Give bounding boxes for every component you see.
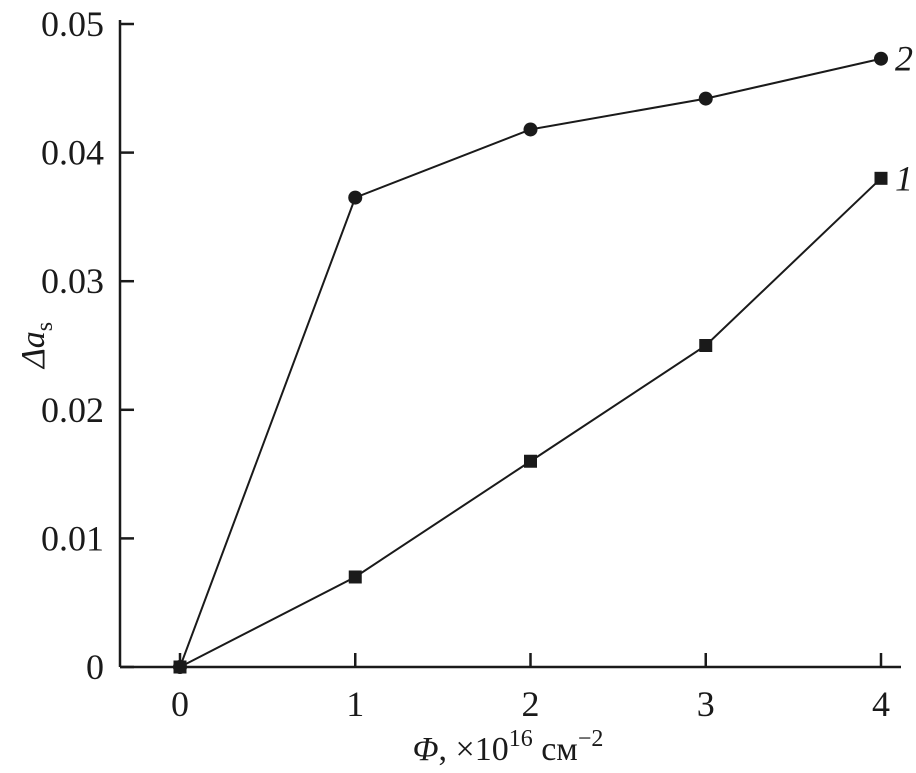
- series-1-label: 1: [895, 158, 913, 198]
- y-tick-label: 0.05: [41, 4, 104, 44]
- y-tick-label: 0.03: [41, 261, 104, 301]
- y-tick-label: 0: [86, 647, 104, 687]
- x-tick-label: 4: [872, 684, 890, 724]
- y-tick-label: 0.04: [41, 133, 104, 173]
- series-1-line: [179, 177, 882, 668]
- series-2-point: [874, 51, 888, 66]
- x-tick-label: 2: [522, 684, 540, 724]
- series-1-point: [874, 171, 888, 185]
- y-axis-label: Δas: [15, 322, 58, 370]
- series-1-point: [699, 339, 713, 352]
- series-2-point: [523, 122, 538, 137]
- axes: 0 1 2 3 4 0 0.01 0.02 0.03 0.04 0.05: [41, 4, 901, 724]
- series-layer: 12: [173, 39, 913, 674]
- x-tick-label: 0: [171, 684, 189, 724]
- series-2-label: 2: [895, 39, 913, 79]
- x-axis-label: Φ, ×1016 см−2: [413, 726, 604, 768]
- series-2-point: [173, 660, 187, 674]
- series-2-line: [179, 57, 882, 668]
- series-2-point: [348, 190, 363, 205]
- series-1-point: [524, 454, 537, 468]
- series-2-point: [698, 91, 713, 106]
- x-tick-label: 3: [697, 684, 715, 724]
- series-1-point: [348, 570, 362, 584]
- x-tick-label: 1: [346, 684, 364, 724]
- y-tick-label: 0.01: [41, 518, 104, 558]
- y-tick-label: 0.02: [41, 390, 104, 430]
